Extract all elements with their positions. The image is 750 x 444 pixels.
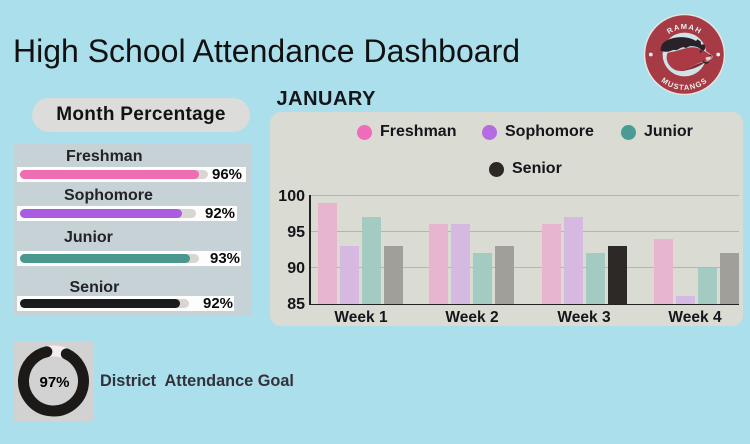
svg-text:RAMAH: RAMAH (665, 22, 703, 36)
svg-text:97%: 97% (39, 374, 69, 391)
